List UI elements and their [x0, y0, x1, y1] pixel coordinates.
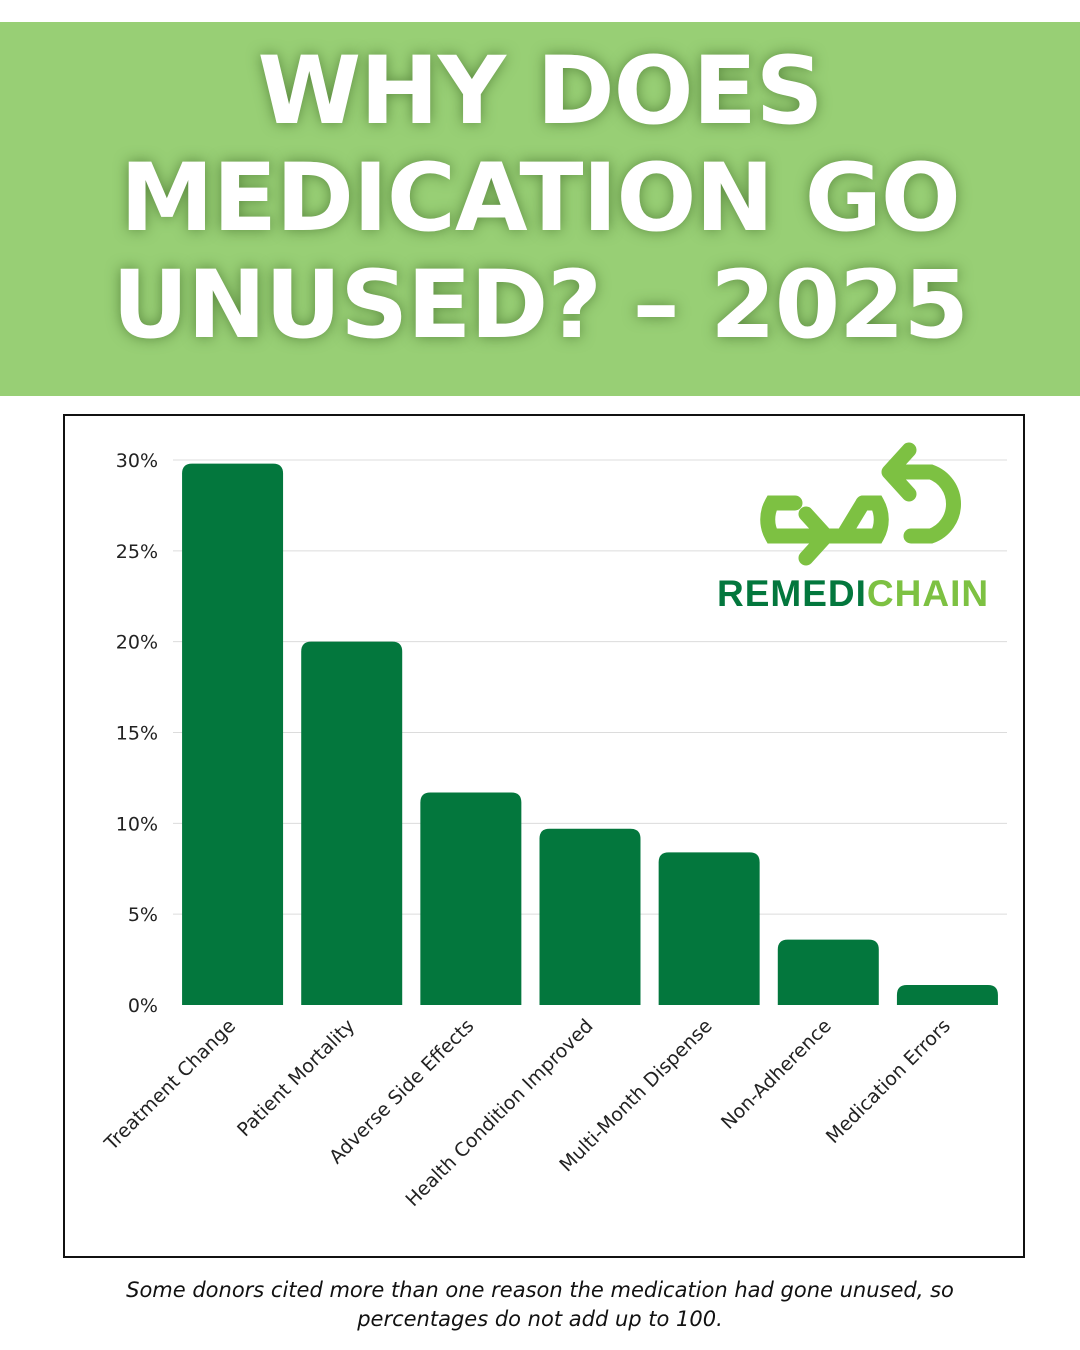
x-tick-label: Medication Errors — [822, 1015, 955, 1148]
logo-text-remedi: REMEDI — [717, 573, 867, 614]
bar — [777, 939, 879, 1005]
title-line-3: UNUSED? – 2025 — [112, 251, 969, 360]
y-tick-label: 30% — [116, 450, 158, 472]
y-tick-label: 0% — [128, 995, 158, 1017]
bar — [658, 852, 760, 1005]
x-tick-label: Treatment Change — [100, 1015, 240, 1155]
bar — [301, 641, 403, 1005]
logo-text-chain: CHAIN — [867, 573, 989, 614]
bars — [182, 463, 998, 1006]
bar — [182, 463, 284, 1006]
chart-frame: 0% 5% 10% 15% 20% 25% 30% Treatment Change Pati… — [63, 414, 1025, 1258]
x-tick-label: Non-Adherence — [717, 1015, 836, 1134]
logo-loop-right-icon — [835, 495, 889, 544]
logo-wordmark: REMEDICHAIN — [717, 573, 989, 614]
bar — [896, 985, 998, 1005]
y-tick-label: 20% — [116, 632, 158, 654]
bar-chart: 0% 5% 10% 15% 20% 25% 30% Treatment ChangePati… — [100, 442, 1007, 1211]
title-line-1: WHY DOES — [257, 37, 824, 146]
page-title: WHY DOES MEDICATION GO UNUSED? – 2025 — [0, 38, 1080, 359]
y-tick-label: 25% — [116, 541, 158, 563]
y-tick-label: 15% — [116, 723, 158, 745]
logo-loop-left-icon — [760, 495, 813, 544]
x-tick-label: Health Condition Improved — [401, 1015, 597, 1211]
remedichain-logo: REMEDICHAIN — [717, 442, 989, 614]
bar — [539, 828, 641, 1005]
y-axis-ticks: 0% 5% 10% 15% 20% 25% 30% — [116, 450, 158, 1017]
x-tick-label: Patient Mortality — [233, 1015, 359, 1141]
header-banner — [0, 22, 1080, 396]
logo-loop-top-icon — [883, 464, 961, 544]
bar — [420, 792, 522, 1005]
title-line-2: MEDICATION GO — [120, 144, 961, 253]
y-tick-label: 5% — [128, 904, 158, 926]
y-tick-label: 10% — [116, 813, 158, 835]
footnote: Some donors cited more than one reason t… — [126, 1278, 954, 1331]
